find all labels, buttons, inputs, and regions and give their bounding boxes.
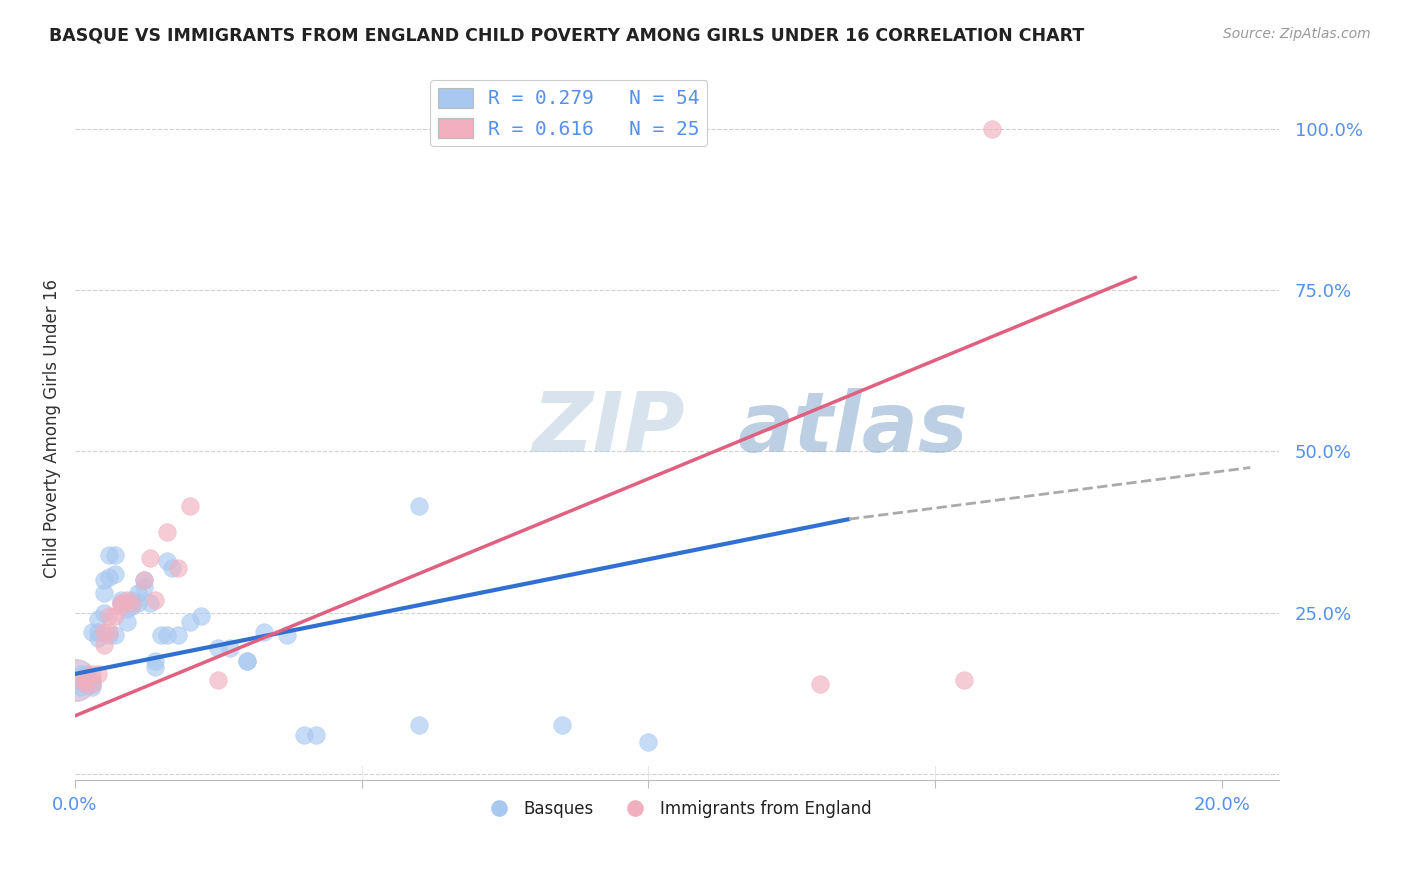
Point [253,625,276,640]
Point [408,718,430,732]
Point [82,625,104,640]
Point [110,596,132,610]
Point [150,628,173,642]
Point [121,592,143,607]
Point [93,638,115,652]
Point [69,666,91,681]
Point [63,673,86,688]
Y-axis label: Child Poverty Among Girls Under 16: Child Poverty Among Girls Under 16 [44,279,60,578]
Point [76,666,98,681]
Point [138,550,160,565]
Point [132,574,155,588]
Point [276,628,298,642]
Point [207,641,229,656]
Point [551,718,574,732]
Point [115,602,138,616]
Point [162,560,184,574]
Point [69,673,91,688]
Point [190,608,212,623]
Point [93,574,115,588]
Point [156,554,179,568]
Point [93,625,115,640]
Point [132,580,155,594]
Point [104,608,127,623]
Point [98,628,121,642]
Point [69,673,91,688]
Text: atlas: atlas [737,388,967,469]
Text: ZIP: ZIP [533,388,685,469]
Point [76,676,98,690]
Text: BASQUE VS IMMIGRANTS FROM ENGLAND CHILD POVERTY AMONG GIRLS UNDER 16 CORRELATION: BASQUE VS IMMIGRANTS FROM ENGLAND CHILD … [49,27,1084,45]
Point [408,500,430,514]
Point [138,596,160,610]
Point [110,599,132,614]
Point [76,673,98,688]
Point [218,641,240,656]
Point [76,676,98,690]
Point [110,592,132,607]
Point [115,592,138,607]
Point [82,673,104,688]
Point [143,654,166,668]
Point [76,673,98,688]
Point [236,654,259,668]
Point [98,608,121,623]
Point [143,592,166,607]
Point [82,676,104,690]
Point [121,599,143,614]
Point [87,625,110,640]
Point [69,680,91,694]
Point [98,548,121,562]
Point [952,673,974,688]
Point [179,500,201,514]
Point [305,728,328,742]
Point [121,596,143,610]
Text: Source: ZipAtlas.com: Source: ZipAtlas.com [1223,27,1371,41]
Point [143,660,166,674]
Point [167,560,190,574]
Point [63,673,86,688]
Point [87,632,110,646]
Point [236,654,259,668]
Point [104,548,127,562]
Point [167,628,190,642]
Point [127,586,149,600]
Point [93,586,115,600]
Point [98,570,121,584]
Point [98,625,121,640]
Point [981,122,1004,136]
Point [82,680,104,694]
Point [82,676,104,690]
Point [179,615,201,630]
Point [808,676,831,690]
Point [87,666,110,681]
Legend: Basques, Immigrants from England: Basques, Immigrants from England [475,793,879,825]
Point [132,574,155,588]
Point [104,566,127,581]
Point [127,596,149,610]
Point [115,615,138,630]
Point [104,628,127,642]
Point [292,728,315,742]
Point [637,734,659,748]
Point [156,628,179,642]
Point [93,606,115,620]
Point [82,666,104,681]
Point [87,612,110,626]
Point [207,673,229,688]
Point [110,596,132,610]
Point [156,524,179,539]
